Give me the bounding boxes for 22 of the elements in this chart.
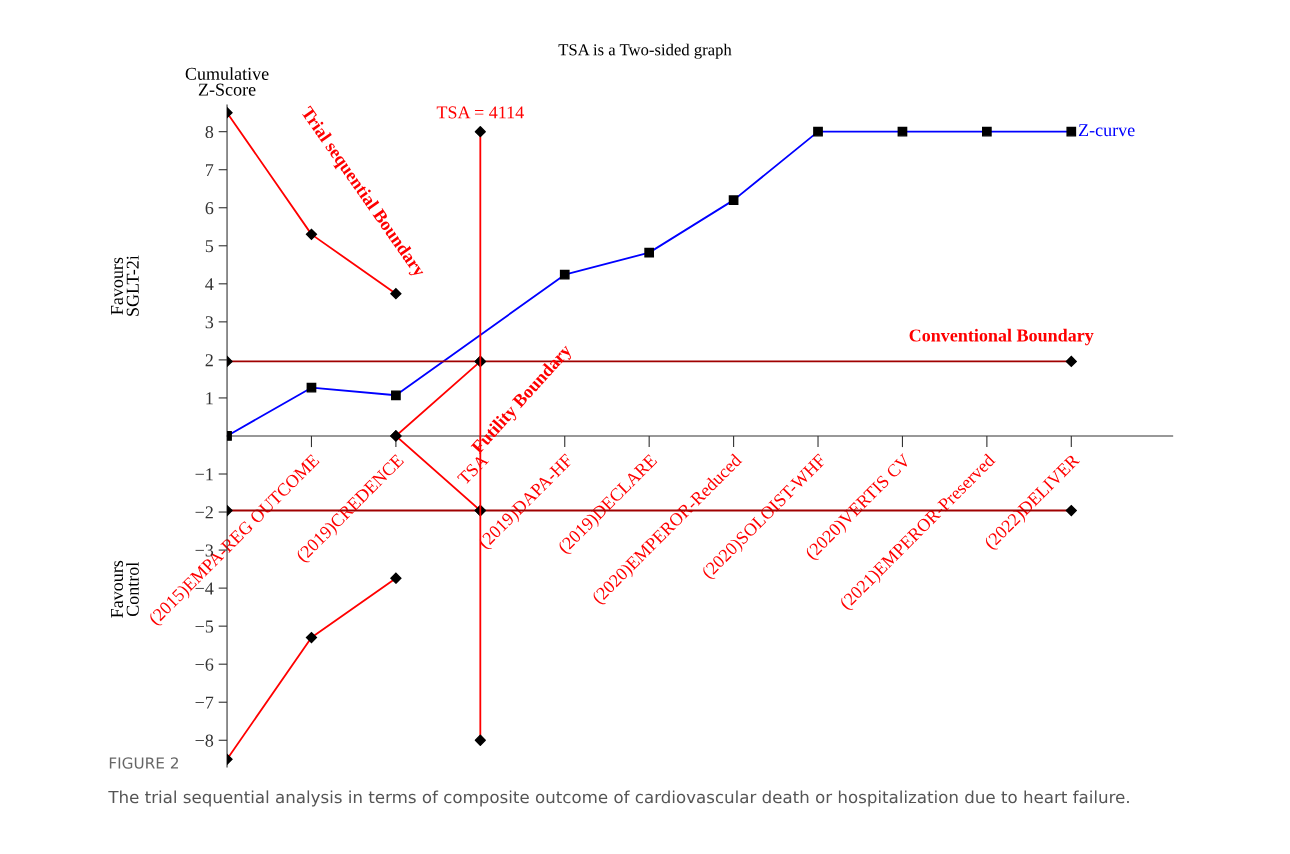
y-axis-title: Cumulative Z-Score (185, 67, 269, 96)
y-tick-label: −6 (195, 658, 214, 671)
y-tick-label: −2 (195, 506, 213, 519)
chart-title: TSA is a Two-sided graph (558, 43, 732, 59)
text: The trial sequential analysis in terms of composite outcome of cardiovascular death or hospitalization due to heart failure. (108, 790, 1129, 807)
y-tick-label: 4 (205, 278, 214, 291)
y-tick-label: −1 (195, 468, 213, 481)
y-tick-label: 1 (206, 392, 213, 405)
y-tick-label: 8 (205, 125, 214, 139)
annotation: Conventional Boundary (909, 328, 1094, 346)
text: Favours Control (111, 560, 139, 618)
ref-line-label: TSA = 4114 (436, 106, 524, 119)
y-tick-label: −8 (195, 734, 214, 747)
y-tick-label: −7 (195, 696, 214, 709)
y-tick-label: 3 (205, 316, 214, 329)
y-tick-label: 2 (205, 354, 213, 367)
y-tick-label: 7 (206, 164, 214, 176)
series-label: Z-curve (1078, 124, 1135, 137)
y-tick-label: 6 (205, 202, 214, 215)
caption: FIGURE 2 (109, 757, 178, 769)
text: Favours SGLT-2i (111, 255, 139, 316)
y-tick-label: 5 (205, 240, 214, 253)
